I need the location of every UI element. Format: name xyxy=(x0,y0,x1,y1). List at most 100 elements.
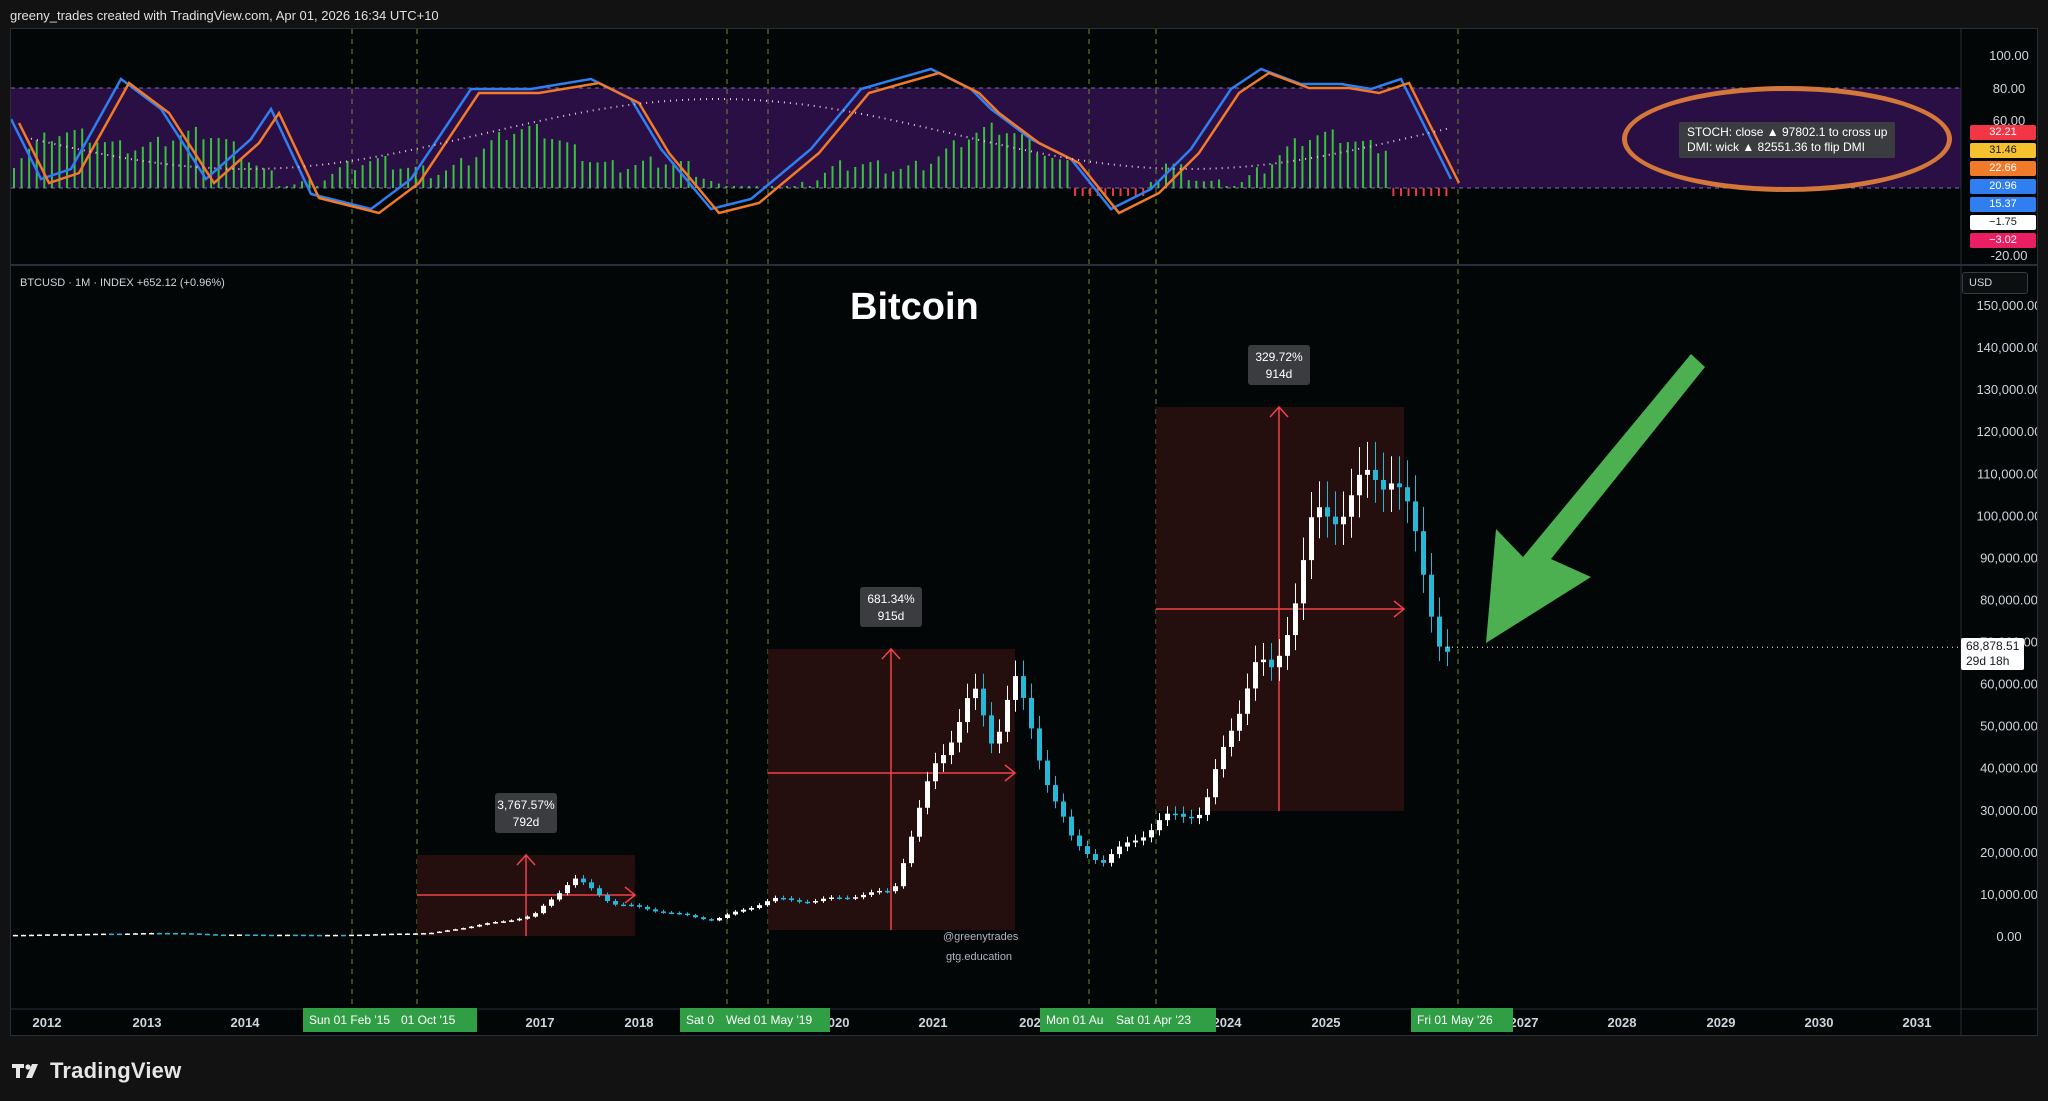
histogram-bar xyxy=(877,160,879,188)
x-axis-label: 202 xyxy=(1019,1015,1041,1030)
candle-body xyxy=(853,897,858,899)
candle-body xyxy=(173,933,178,935)
histogram-bar xyxy=(498,132,501,188)
y-axis-label: 0.00 xyxy=(1996,929,2021,944)
candle-body xyxy=(461,928,466,930)
histogram-bar xyxy=(793,186,796,188)
histogram-bar xyxy=(194,126,197,188)
histogram-bar xyxy=(558,140,561,188)
histogram-bar-negative xyxy=(1119,188,1122,196)
histogram-bar xyxy=(1218,179,1221,188)
histogram-bar xyxy=(247,162,250,188)
candle-body xyxy=(813,901,818,903)
currency-button[interactable]: USD xyxy=(1962,272,2028,294)
candle-body xyxy=(301,934,306,937)
candle-body xyxy=(221,934,226,937)
histogram-bar-negative xyxy=(1111,188,1114,196)
histogram-bar xyxy=(505,139,508,188)
histogram-bar-negative xyxy=(1445,188,1448,196)
histogram-bar xyxy=(611,160,614,188)
histogram-bar-negative xyxy=(1422,188,1425,196)
x-axis-label: 2014 xyxy=(231,1015,261,1030)
candle-body xyxy=(949,742,954,756)
histogram-bar xyxy=(823,172,826,188)
candle-body xyxy=(205,933,210,936)
candle-body xyxy=(533,913,538,917)
candle-body xyxy=(413,933,418,935)
histogram-bar xyxy=(740,186,743,188)
x-axis-label: 2031 xyxy=(1903,1015,1932,1030)
candle-body xyxy=(117,933,122,936)
candle-body xyxy=(1317,507,1322,518)
candle-body xyxy=(1445,646,1450,652)
histogram-bar xyxy=(1180,164,1183,188)
histogram-bar xyxy=(748,186,751,188)
candle-body xyxy=(421,933,426,935)
date-box-6: Sat 01 Apr '23 xyxy=(1110,1008,1216,1032)
measure-label-pct-3: 329.72% xyxy=(1255,350,1303,364)
histogram-bar xyxy=(1377,153,1380,188)
candle-body xyxy=(1269,659,1274,668)
candle-body xyxy=(709,919,714,921)
histogram-bar xyxy=(445,170,447,188)
chart-frame[interactable]: 2012 2013 2014 2017 2018 2020 2021 202 2024 2025 2… xyxy=(9,28,2042,1036)
histogram-bar xyxy=(861,164,864,188)
histogram-bar xyxy=(28,148,31,188)
candle-body xyxy=(1165,813,1170,821)
tradingview-logo[interactable]: TradingView xyxy=(12,1058,181,1084)
measure-label-days-1: 792d xyxy=(513,815,540,829)
histogram-bar xyxy=(1255,167,1258,188)
measure-arrow-right-2 xyxy=(1004,764,1017,782)
candle-body xyxy=(365,934,370,936)
candle-body xyxy=(1245,688,1250,714)
histogram-bar xyxy=(1036,153,1039,188)
candle-body xyxy=(733,911,738,915)
candle-body xyxy=(1221,746,1226,770)
symbol-info[interactable]: BTCUSD · 1M · INDEX +652.12 (+0.96%) xyxy=(20,277,225,289)
candle-body xyxy=(45,934,50,936)
histogram-bar xyxy=(270,170,273,188)
histogram-bar xyxy=(1331,129,1334,188)
histogram-bar xyxy=(331,173,334,188)
candle-body xyxy=(397,933,402,936)
candle-body xyxy=(1133,840,1138,843)
histogram-bar xyxy=(134,150,137,188)
histogram-bar xyxy=(801,181,804,188)
histogram-bar xyxy=(1369,139,1372,188)
candle-body xyxy=(973,688,978,699)
oscillator-axis-label: 100.00 xyxy=(1989,48,2029,63)
candle-body xyxy=(1029,697,1034,729)
y-axis-label: 10,000.00 xyxy=(1980,887,2037,902)
candle-body xyxy=(1293,603,1298,636)
oscillator-tag-2: 31.46 xyxy=(1970,143,2036,158)
candle-body xyxy=(757,905,762,908)
oscillator-tag-7: −3.02 xyxy=(1970,233,2036,248)
date-box-1: Sun 01 Feb '15 xyxy=(303,1008,401,1032)
candle-body xyxy=(861,894,866,898)
candle-body xyxy=(917,807,922,837)
candle-body xyxy=(981,688,986,716)
candle-body xyxy=(373,934,378,936)
candle-body xyxy=(1109,854,1114,863)
histogram-bar xyxy=(1339,143,1342,188)
histogram-bar xyxy=(642,160,645,188)
histogram-bar xyxy=(1165,163,1167,188)
candle-body xyxy=(1285,635,1290,656)
candle-body xyxy=(109,933,114,936)
histogram-bar xyxy=(892,171,895,188)
histogram-bar xyxy=(225,139,228,188)
chart-canvas[interactable]: 2012 2013 2014 2017 2018 2020 2021 202 2024 2025 2… xyxy=(9,29,2042,1035)
candle-body xyxy=(781,897,786,900)
histogram-bar xyxy=(369,161,372,188)
histogram-bar xyxy=(884,173,887,188)
candle-body xyxy=(549,899,554,906)
histogram-bar xyxy=(960,147,963,188)
candle-body xyxy=(1333,516,1338,525)
y-axis-label: 60,000.00 xyxy=(1980,677,2037,692)
histogram-bar xyxy=(346,160,349,188)
candle-body xyxy=(1053,785,1058,802)
candle-body xyxy=(1157,820,1162,831)
histogram-bar xyxy=(914,160,917,188)
annotation-ring xyxy=(1622,86,1952,192)
histogram-bar-negative xyxy=(1430,188,1433,196)
